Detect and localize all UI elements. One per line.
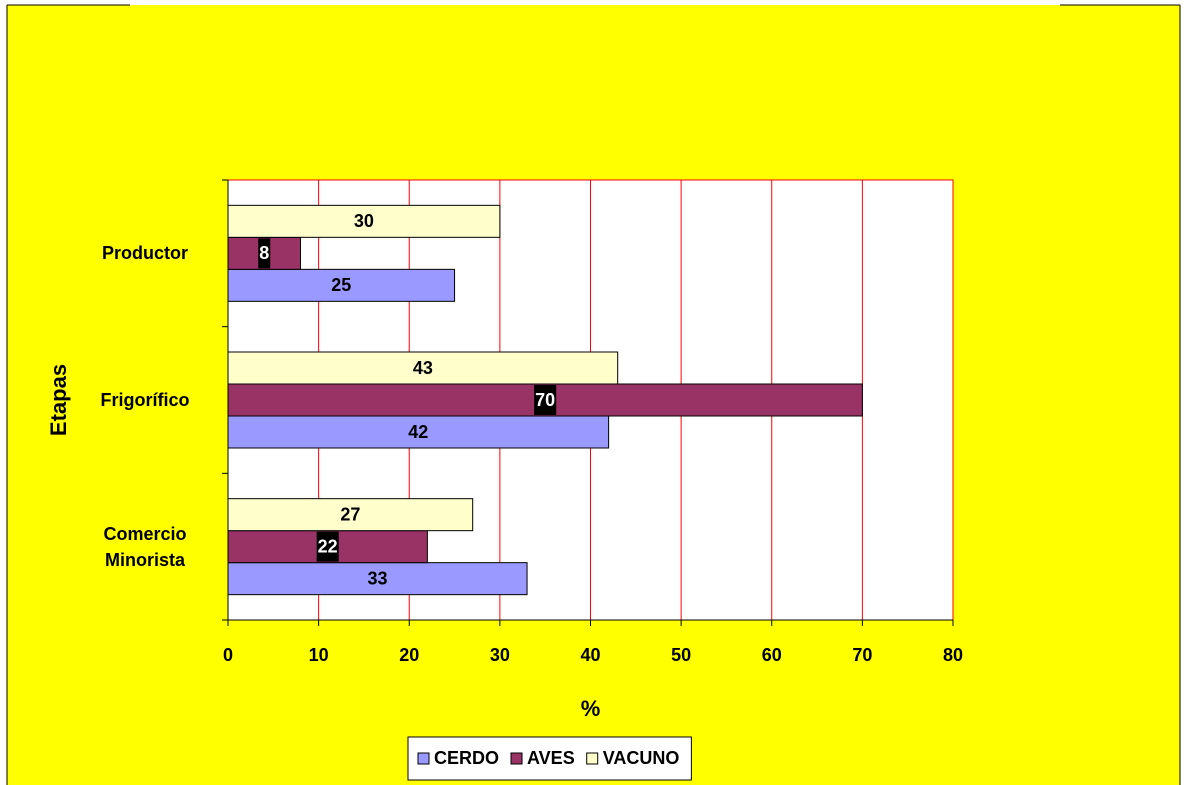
y-tick-label: Comercio Minorista bbox=[103, 523, 187, 570]
y-tick-label: Productor bbox=[101, 243, 188, 264]
legend-swatch bbox=[417, 752, 430, 765]
data-label: 33 bbox=[368, 568, 388, 588]
x-tick-label: 10 bbox=[309, 645, 329, 665]
legend-swatch bbox=[510, 752, 523, 765]
bar bbox=[227, 351, 619, 385]
data-label: 70 bbox=[535, 390, 555, 410]
legend-label: AVES bbox=[527, 748, 575, 768]
y-tick-label: Frigorífico bbox=[100, 390, 190, 410]
bar bbox=[227, 204, 501, 238]
x-tick-label: 20 bbox=[399, 645, 419, 665]
data-label-box bbox=[534, 385, 557, 415]
legend bbox=[407, 736, 692, 781]
y-axis-label: Etapas bbox=[46, 364, 71, 436]
data-label: 25 bbox=[331, 275, 351, 295]
bar bbox=[227, 562, 528, 596]
legend-label: CERDO bbox=[434, 748, 499, 768]
data-label: 22 bbox=[318, 536, 338, 556]
data-label: 43 bbox=[413, 358, 433, 378]
x-tick-label: 30 bbox=[490, 645, 510, 665]
data-label: 27 bbox=[340, 504, 360, 524]
bar bbox=[227, 268, 456, 302]
x-tick-label: 60 bbox=[762, 645, 782, 665]
bar bbox=[227, 498, 474, 532]
x-tick-label: 0 bbox=[223, 645, 233, 665]
data-label: 42 bbox=[408, 422, 428, 442]
legend-label: VACUNO bbox=[603, 748, 680, 768]
legend-swatch bbox=[586, 752, 599, 765]
x-tick-label: 80 bbox=[943, 645, 963, 665]
data-label: 30 bbox=[354, 211, 374, 231]
x-tick-label: 70 bbox=[852, 645, 872, 665]
x-axis-label: % bbox=[581, 696, 601, 721]
x-tick-label: 50 bbox=[671, 645, 691, 665]
x-tick-label: 40 bbox=[580, 645, 600, 665]
bar bbox=[227, 415, 610, 449]
data-label-box bbox=[258, 238, 271, 269]
data-label-box bbox=[316, 531, 339, 562]
data-label: 8 bbox=[259, 243, 269, 263]
